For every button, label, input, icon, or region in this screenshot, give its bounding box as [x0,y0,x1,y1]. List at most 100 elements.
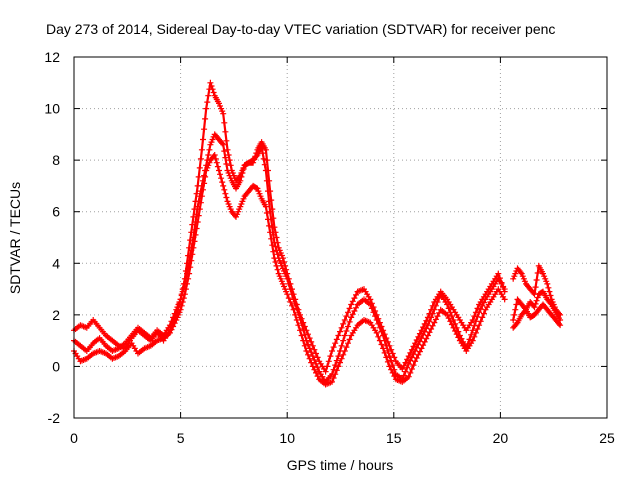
data-point-marker [262,203,269,210]
data-point-marker [469,317,476,323]
data-point-marker [273,262,280,269]
data-point-marker [384,348,391,354]
data-point-marker [402,359,409,366]
data-point-marker [313,369,319,376]
data-point-marker [547,300,554,307]
data-point-marker [420,342,427,349]
data-point-marker [404,364,411,371]
data-point-marker [270,248,277,255]
data-point-marker [348,301,355,308]
data-point-marker [332,340,339,347]
data-point-marker [239,170,246,176]
data-point-marker [495,270,502,277]
y-tick-label: 10 [44,101,60,117]
data-point-marker [205,92,212,99]
data-point-marker [332,362,339,369]
data-point-marker [197,199,204,206]
data-point-marker [383,354,390,361]
data-point-marker [298,320,305,327]
data-point-marker [274,266,281,273]
data-point-marker [512,306,519,313]
data-point-marker [367,296,374,303]
data-point-marker [301,331,308,338]
data-point-marker [533,297,540,304]
data-point-marker [426,318,433,325]
data-point-marker [450,324,457,331]
data-point-marker [322,368,329,375]
data-point-marker [180,295,187,302]
data-point-marker [421,320,428,327]
data-point-marker [267,229,274,236]
data-point-marker [189,251,196,258]
data-point-marker [408,366,415,372]
data-point-marker [293,317,300,323]
data-point-marker [479,302,486,309]
data-point-marker [345,323,351,330]
data-point-marker [268,235,275,242]
data-point-marker [513,301,520,308]
y-axis-label: SDTVAR / TECUs [7,182,23,294]
data-point-marker [340,337,347,344]
data-point-marker [218,175,225,182]
data-point-marker [330,344,337,351]
x-tick-label: 0 [70,430,78,446]
data-point-marker [399,366,406,372]
data-point-marker [378,341,385,348]
data-point-marker [416,330,423,337]
data-point-marker [206,146,213,153]
data-point-marker [444,301,451,308]
data-point-marker [405,360,412,367]
data-point-marker [171,310,178,317]
data-point-marker [402,368,409,375]
data-point-marker [410,362,417,369]
data-point-marker [391,354,398,361]
data-point-marker [225,152,232,158]
data-point-marker [480,310,487,317]
data-point-marker [341,348,348,354]
data-point-marker [340,320,347,327]
data-point-marker [301,342,308,349]
data-point-marker [378,328,385,335]
data-point-marker [190,244,197,251]
data-point-marker [327,353,334,360]
data-point-marker [222,190,229,197]
data-point-marker [290,296,297,303]
data-point-marker [292,300,299,307]
data-point-marker [285,280,292,287]
data-point-marker [431,306,438,313]
data-point-marker [380,345,387,352]
data-point-marker [428,326,435,332]
data-point-marker [351,308,358,314]
data-point-marker [400,362,407,369]
data-point-marker [196,206,203,213]
data-point-marker [432,316,439,323]
data-point-marker [349,311,356,318]
data-point-marker [476,322,483,329]
data-point-marker [466,336,473,343]
data-point-marker [314,373,321,380]
data-point-marker [474,326,481,332]
series-markers-3 [71,152,508,388]
data-point-marker [353,304,359,311]
data-point-marker [415,333,422,340]
data-point-marker [306,335,313,342]
data-point-marker [501,286,508,293]
data-point-marker [389,350,396,357]
data-point-marker [415,351,422,358]
data-point-marker [195,173,202,180]
data-point-marker [533,277,540,283]
data-point-marker [166,322,173,329]
x-tick-label: 20 [493,430,509,446]
data-point-marker [237,177,244,184]
data-point-marker [201,180,208,187]
data-point-marker [471,313,478,320]
data-point-marker [198,193,205,200]
data-point-marker [338,324,345,331]
data-point-marker [170,323,177,330]
data-point-marker [333,336,340,343]
data-point-marker [513,320,520,327]
data-point-marker [373,329,380,336]
data-point-marker [265,216,271,223]
data-point-marker [210,89,217,96]
data-point-marker [421,338,428,345]
